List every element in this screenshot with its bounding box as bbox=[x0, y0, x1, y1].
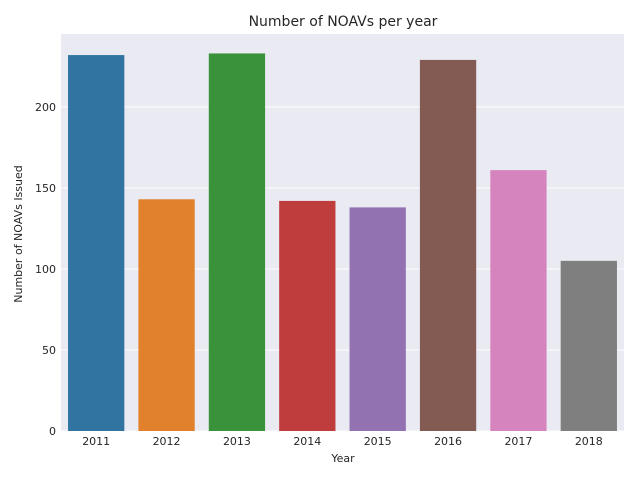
x-tick-label: 2014 bbox=[293, 435, 321, 448]
bar-2013 bbox=[208, 53, 266, 432]
bar-2018 bbox=[560, 260, 617, 431]
x-tick-label: 2016 bbox=[434, 435, 462, 448]
y-tick-label: 100 bbox=[35, 263, 56, 276]
x-tick-label: 2013 bbox=[223, 435, 251, 448]
y-tick-label: 150 bbox=[35, 182, 56, 195]
x-tick-label: 2017 bbox=[504, 435, 532, 448]
bar-2017 bbox=[490, 170, 547, 431]
x-axis-ticks: 2011 2012 2013 2014 2015 2016 2017 2018 bbox=[82, 435, 603, 448]
bar-2012 bbox=[138, 199, 195, 431]
y-tick-label: 0 bbox=[49, 425, 56, 438]
x-tick-label: 2015 bbox=[364, 435, 392, 448]
bar-2015 bbox=[349, 207, 406, 431]
x-tick-label: 2012 bbox=[153, 435, 181, 448]
y-tick-label: 50 bbox=[42, 344, 56, 357]
y-axis-ticks: 0 50 100 150 200 bbox=[35, 101, 56, 438]
bar-2016 bbox=[419, 59, 477, 432]
y-tick-label: 200 bbox=[35, 101, 56, 114]
y-axis-label: Number of NOAVs Issued bbox=[12, 165, 25, 302]
bar-2014 bbox=[279, 200, 336, 431]
bars bbox=[68, 53, 617, 432]
chart-title: Number of NOAVs per year bbox=[249, 14, 438, 30]
bar-2011 bbox=[68, 55, 125, 431]
x-axis-label: Year bbox=[330, 452, 355, 465]
x-tick-label: 2011 bbox=[82, 435, 110, 448]
x-tick-label: 2018 bbox=[575, 435, 603, 448]
